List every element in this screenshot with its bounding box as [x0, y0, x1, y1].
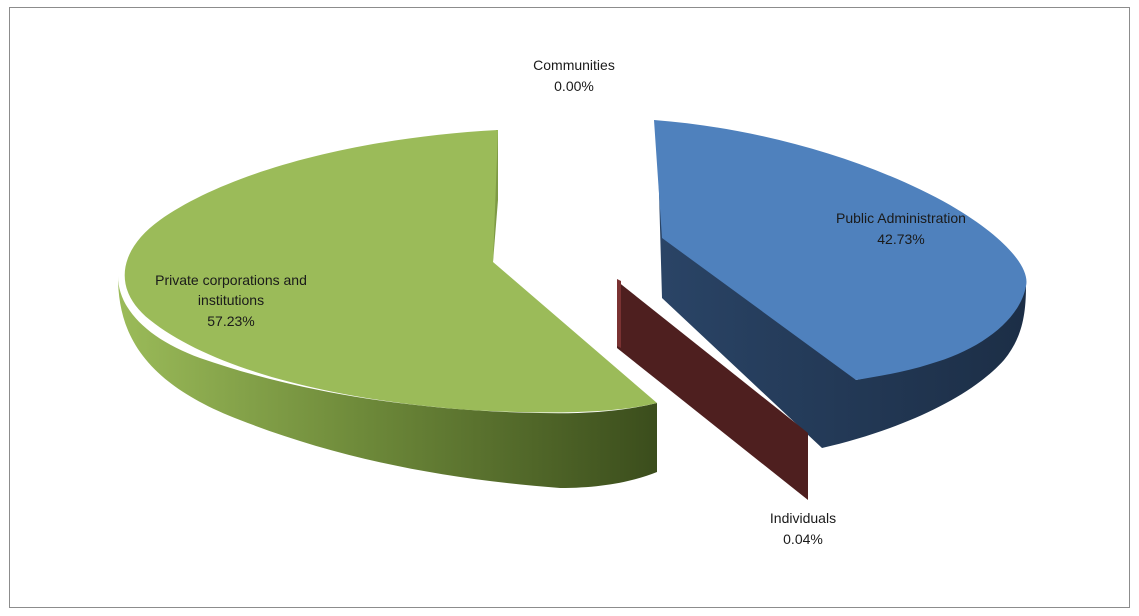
slice-value-communities: 0.00%	[554, 78, 594, 94]
pie-slice-individuals	[617, 279, 808, 500]
slice-value-private: 57.23%	[207, 313, 254, 329]
pie-slice-private-top	[124, 130, 657, 413]
slice-label-public-administration: Public Administration	[836, 210, 966, 226]
slice-value-individuals: 0.04%	[783, 531, 823, 547]
pie-slice-private-corporations	[118, 130, 657, 488]
slice-label-private-line1: Private corporations and	[155, 272, 307, 288]
pie-slice-public-side	[657, 122, 1026, 448]
slice-label-communities: Communities	[533, 57, 615, 73]
pie-slice-individuals-edge	[617, 279, 621, 348]
slice-label-individuals: Individuals	[770, 510, 836, 526]
pie-slice-public-administration	[654, 120, 1027, 448]
pie-slice-individuals-side	[617, 281, 808, 500]
slice-label-private-line2: institutions	[198, 292, 264, 308]
pie-slice-public-top	[654, 120, 1027, 380]
slice-value-public-administration: 42.73%	[877, 231, 924, 247]
pie-slice-private-side	[118, 276, 657, 488]
